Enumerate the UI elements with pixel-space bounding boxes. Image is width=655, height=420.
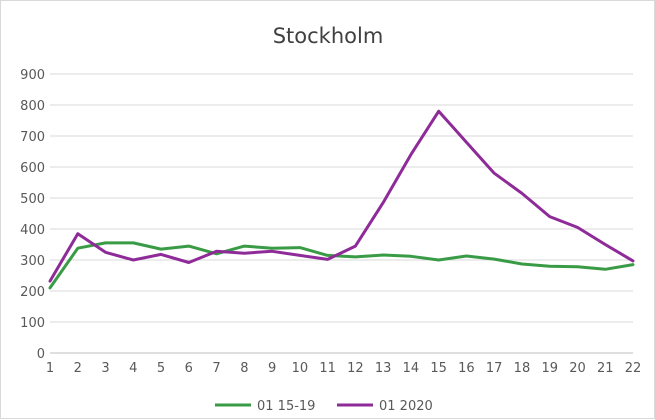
x-tick-label: 13 [375,361,392,376]
x-tick-label: 21 [597,361,614,376]
series-line-2 [48,109,635,283]
x-tick-label: 7 [212,361,220,376]
x-tick-label: 18 [514,361,531,376]
y-tick-label: 400 [20,223,45,238]
legend-label: 01 15-19 [257,399,315,414]
y-tick-label: 100 [20,316,45,331]
y-tick-label: 900 [20,68,45,83]
x-tick-label: 11 [319,361,336,376]
x-tick-label: 2 [74,361,82,376]
x-tick-label: 22 [625,361,642,376]
x-tick-label: 4 [129,361,137,376]
grid-lines [50,73,633,323]
x-tick-label: 16 [458,361,475,376]
x-tick-label: 17 [486,361,503,376]
y-tick-label: 600 [20,161,45,176]
x-tick-label: 9 [268,361,276,376]
y-tick-label: 0 [37,347,45,362]
series-line-1 [48,241,635,290]
x-tick-label: 14 [403,361,420,376]
y-tick-label: 700 [20,130,45,145]
legend: 01 15-19 01 2020 [215,399,433,414]
x-tick-label: 5 [157,361,165,376]
x-tick-label: 10 [292,361,309,376]
legend-label: 01 2020 [379,399,433,414]
x-tick-label: 3 [101,361,109,376]
y-tick-label: 200 [20,285,45,300]
x-tick-label: 8 [240,361,248,376]
x-tick-label: 6 [185,361,193,376]
y-tick-label: 300 [20,254,45,269]
x-tick-label: 19 [541,361,558,376]
x-tick-label: 15 [430,361,447,376]
y-tick-label: 500 [20,192,45,207]
x-tick-label: 1 [46,361,54,376]
x-tick-label: 20 [569,361,586,376]
x-tick-label: 12 [347,361,364,376]
chart-title: Stockholm [273,24,384,48]
y-tick-label: 800 [20,99,45,114]
series-lines [48,109,635,290]
